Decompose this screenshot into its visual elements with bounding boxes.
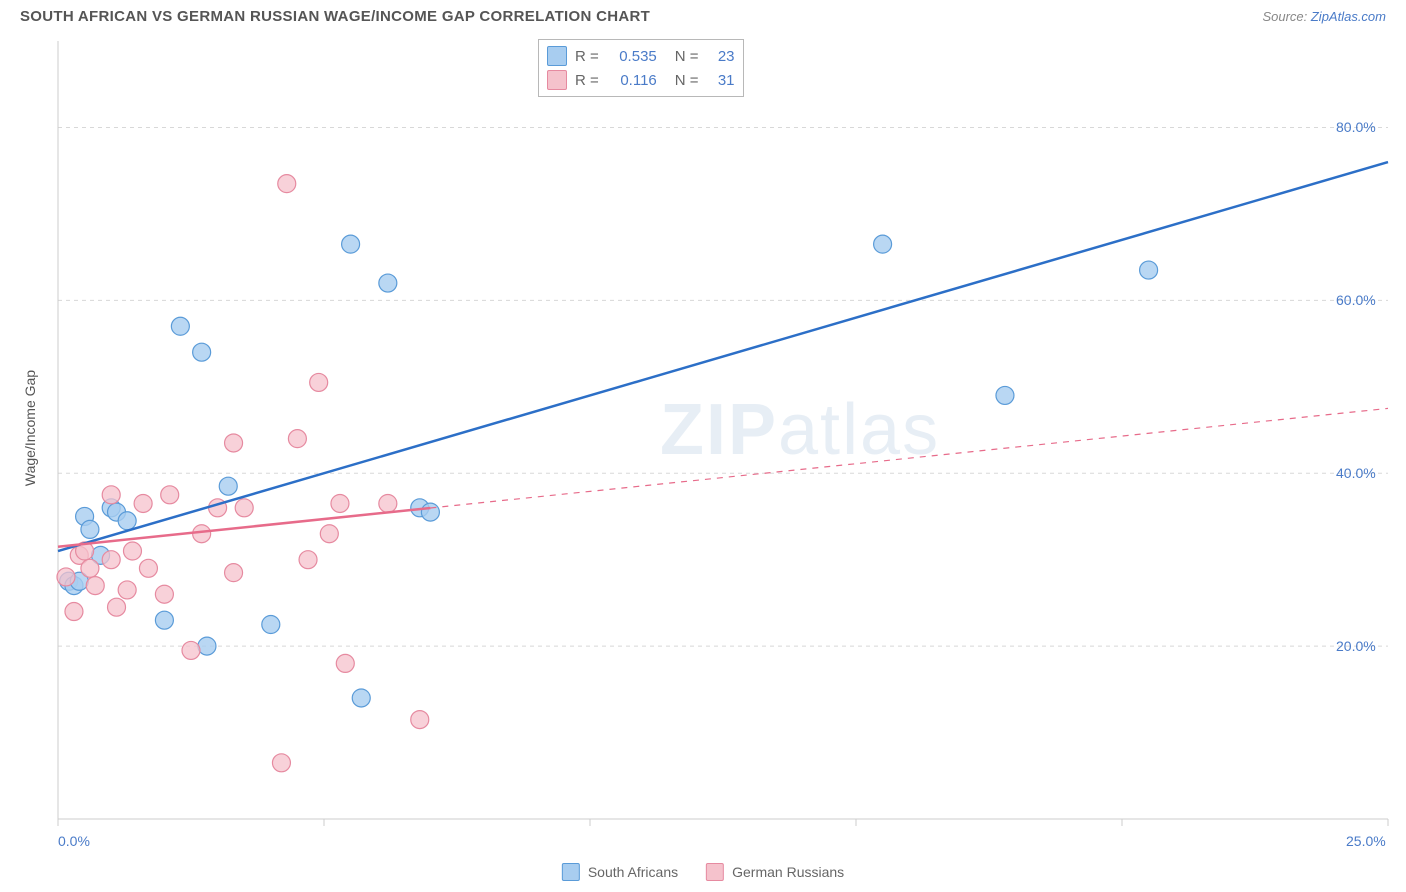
r-label: R = bbox=[575, 48, 599, 65]
y-tick-label: 60.0% bbox=[1336, 292, 1376, 308]
legend-label: South Africans bbox=[588, 864, 678, 880]
source-link[interactable]: ZipAtlas.com bbox=[1311, 9, 1386, 24]
y-axis-title: Wage/Income Gap bbox=[22, 370, 38, 486]
source-prefix: Source: bbox=[1262, 9, 1310, 24]
x-tick-label: 25.0% bbox=[1346, 833, 1386, 849]
chart-title: SOUTH AFRICAN VS GERMAN RUSSIAN WAGE/INC… bbox=[20, 8, 650, 25]
stats-row: R = 0.116 N = 31 bbox=[547, 68, 735, 92]
legend-label: German Russians bbox=[732, 864, 844, 880]
correlation-stats-legend: R = 0.535 N = 23 R = 0.116 N = 31 bbox=[538, 39, 744, 97]
y-tick-label: 20.0% bbox=[1336, 638, 1376, 654]
y-tick-label: 80.0% bbox=[1336, 119, 1376, 135]
n-label: N = bbox=[675, 48, 699, 65]
stats-swatch bbox=[547, 70, 567, 90]
r-value: 0.535 bbox=[607, 48, 657, 65]
x-tick-label: 0.0% bbox=[58, 833, 90, 849]
n-value: 23 bbox=[707, 48, 735, 65]
r-value: 0.116 bbox=[607, 72, 657, 89]
series-legend: South Africans German Russians bbox=[562, 863, 844, 881]
legend-swatch bbox=[706, 863, 724, 881]
n-label: N = bbox=[675, 72, 699, 89]
stats-swatch bbox=[547, 46, 567, 66]
legend-swatch bbox=[562, 863, 580, 881]
stats-row: R = 0.535 N = 23 bbox=[547, 44, 735, 68]
n-value: 31 bbox=[707, 72, 735, 89]
y-tick-label: 40.0% bbox=[1336, 465, 1376, 481]
r-label: R = bbox=[575, 72, 599, 89]
chart-header: SOUTH AFRICAN VS GERMAN RUSSIAN WAGE/INC… bbox=[0, 0, 1406, 29]
source-attribution: Source: ZipAtlas.com bbox=[1262, 9, 1386, 24]
chart-area: ZIPatlas R =0.535N =23R =0.116N =31 Wage… bbox=[0, 29, 1406, 887]
scatter-chart bbox=[0, 29, 1406, 887]
legend-item[interactable]: German Russians bbox=[706, 863, 844, 881]
legend-item[interactable]: South Africans bbox=[562, 863, 678, 881]
